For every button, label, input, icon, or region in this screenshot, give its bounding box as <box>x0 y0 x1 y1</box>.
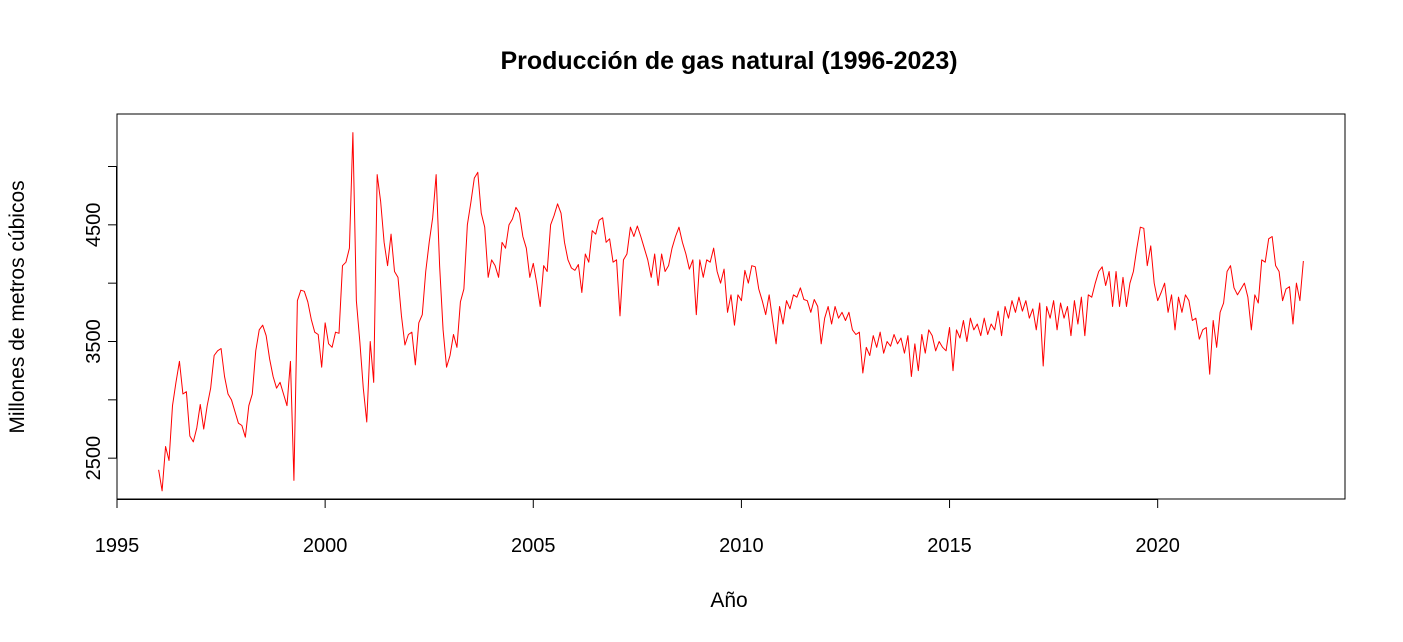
x-axis: 1995 2000 2005 2010 2015 2020 <box>95 499 1180 557</box>
plot-frame <box>116 113 1346 500</box>
x-tick-label: 2010 <box>719 535 764 557</box>
x-tick-label: 2000 <box>303 535 348 557</box>
x-tick-label: 2015 <box>927 535 972 557</box>
series-layer <box>158 132 1304 492</box>
y-axis: 2500 3500 4500 <box>83 166 117 481</box>
y-tick-label: 3500 <box>83 319 105 364</box>
x-tick-label: 1995 <box>95 535 140 557</box>
y-tick-label: 2500 <box>83 436 105 481</box>
chart-title: Producción de gas natural (1996-2023) <box>500 47 957 75</box>
y-axis-label: Millones de metros cúbicos <box>6 180 29 433</box>
x-axis-label: Año <box>710 589 747 612</box>
series-line-0 <box>158 132 1304 492</box>
x-tick-label: 2020 <box>1135 535 1180 557</box>
y-tick-label: 4500 <box>83 203 105 248</box>
x-tick-label: 2005 <box>511 535 556 557</box>
